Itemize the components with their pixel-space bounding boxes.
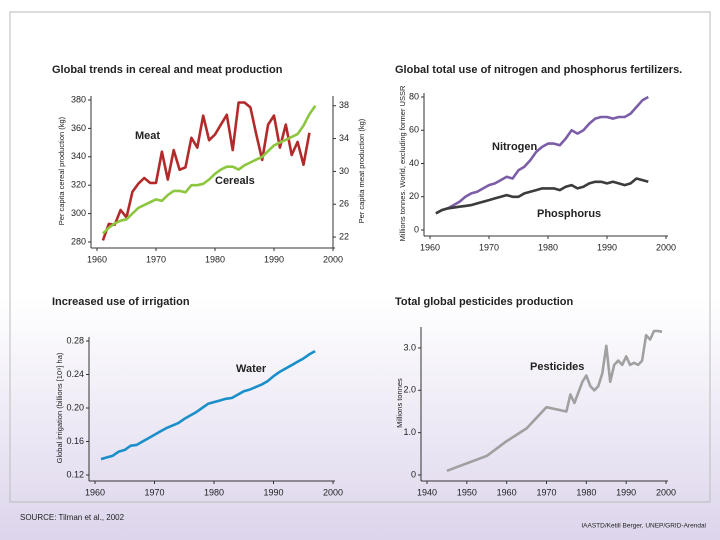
x-tick-label: 1970 (536, 487, 556, 497)
y-tick-label: 0.16 (66, 436, 84, 446)
y-axis-label: Global irrigation (billions [10⁹] ha) (55, 352, 64, 463)
chart-title: Global total use of nitrogen and phospho… (395, 64, 682, 76)
y-tick-label: 0 (411, 469, 416, 479)
credit: IAASTD/Ketill Berger, UNEP/GRID-Arendal (581, 523, 706, 530)
series-label: Cereals (215, 175, 255, 187)
x-tick-label: 1980 (204, 487, 224, 497)
y-tick-label: 340 (71, 151, 86, 161)
y2-tick-label: 22 (339, 231, 349, 241)
y2-tick-label: 30 (339, 166, 349, 176)
y2-tick-label: 38 (339, 100, 349, 110)
x-tick-label: 1960 (420, 242, 440, 252)
y2-tick-label: 26 (339, 199, 349, 209)
series-line (435, 177, 649, 215)
x-tick-label: 1980 (205, 254, 225, 264)
y-tick-label: 3.0 (403, 342, 416, 352)
x-tick-label: 2000 (656, 242, 676, 252)
series-line (446, 329, 663, 473)
x-tick-label: 1990 (264, 254, 284, 264)
x-tick-label: 1970 (479, 242, 499, 252)
x-tick-label: 1960 (85, 487, 105, 497)
y-tick-label: 80 (409, 91, 419, 101)
y-tick-label: 320 (71, 180, 86, 190)
x-tick-label: 1960 (87, 254, 107, 264)
y-tick-label: 300 (71, 208, 86, 218)
x-tick-label: 1940 (417, 487, 437, 497)
series-line (101, 101, 311, 241)
series-label: Phosphorus (537, 208, 601, 220)
series-line (101, 104, 317, 235)
y-tick-label: 0.20 (66, 402, 84, 412)
x-tick-label: 1990 (597, 242, 617, 252)
x-tick-label: 2000 (323, 487, 343, 497)
series-line (435, 95, 649, 215)
y-tick-label: 280 (71, 236, 86, 246)
x-tick-label: 1950 (457, 487, 477, 497)
x-tick-label: 1990 (616, 487, 636, 497)
y-tick-label: 0 (414, 224, 419, 234)
y-tick-label: 380 (71, 94, 86, 104)
chart-title: Global trends in cereal and meat product… (52, 64, 283, 76)
y-tick-label: 0.12 (66, 469, 84, 479)
y-tick-label: 0.24 (66, 369, 84, 379)
y-tick-label: 360 (71, 123, 86, 133)
y2-axis-label: Per capita meat production (kg) (357, 118, 366, 223)
y-axis-label: Per capita cereal production (kg) (57, 116, 66, 225)
y-axis-label: Millions tonnes. World, excluding former… (398, 85, 407, 241)
y-tick-label: 40 (409, 158, 419, 168)
y-tick-label: 1.0 (403, 427, 416, 437)
chart-title: Total global pesticides production (395, 296, 574, 308)
y-tick-label: 0.28 (66, 335, 84, 345)
x-tick-label: 1970 (146, 254, 166, 264)
series-label: Pesticides (530, 361, 584, 373)
chart-title: Increased use of irrigation (52, 296, 190, 308)
y-tick-label: 20 (409, 191, 419, 201)
x-tick-label: 1970 (144, 487, 164, 497)
y-tick-label: 2.0 (403, 385, 416, 395)
x-tick-label: 1980 (576, 487, 596, 497)
y-tick-label: 60 (409, 125, 419, 135)
series-label: Water (236, 363, 267, 375)
x-tick-label: 2000 (323, 254, 343, 264)
series-label: Nitrogen (492, 141, 538, 153)
series-line (100, 349, 316, 461)
series-label: Meat (135, 130, 160, 142)
y-axis-label: Millions tonnes (395, 378, 404, 428)
panel-border (9, 11, 711, 503)
y2-tick-label: 34 (339, 133, 349, 143)
x-tick-label: 1990 (263, 487, 283, 497)
x-tick-label: 1960 (497, 487, 517, 497)
x-tick-label: 1980 (538, 242, 558, 252)
x-tick-label: 2000 (656, 487, 676, 497)
source: SOURCE: Tilman et al., 2002 (20, 513, 125, 522)
